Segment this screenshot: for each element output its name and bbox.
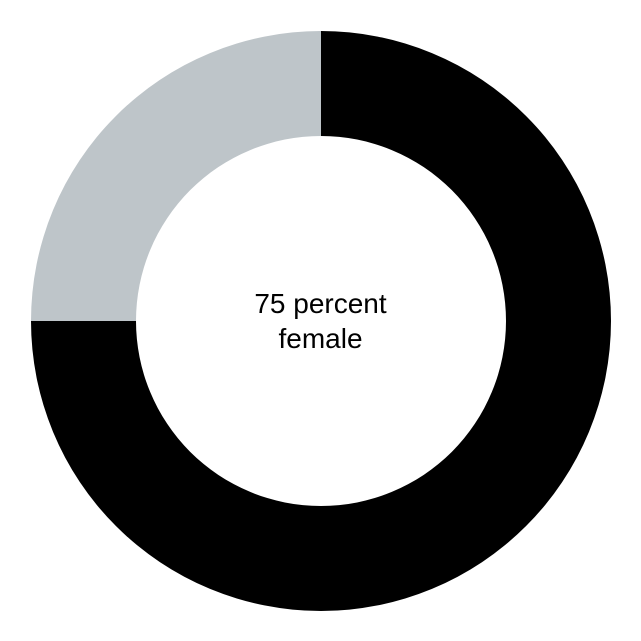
center-label-line1: 75 percent — [254, 286, 386, 321]
donut-chart: 75 percent female — [31, 31, 611, 611]
center-label-line2: female — [254, 321, 386, 356]
donut-center-label: 75 percent female — [254, 286, 386, 356]
donut-slice — [31, 31, 321, 321]
